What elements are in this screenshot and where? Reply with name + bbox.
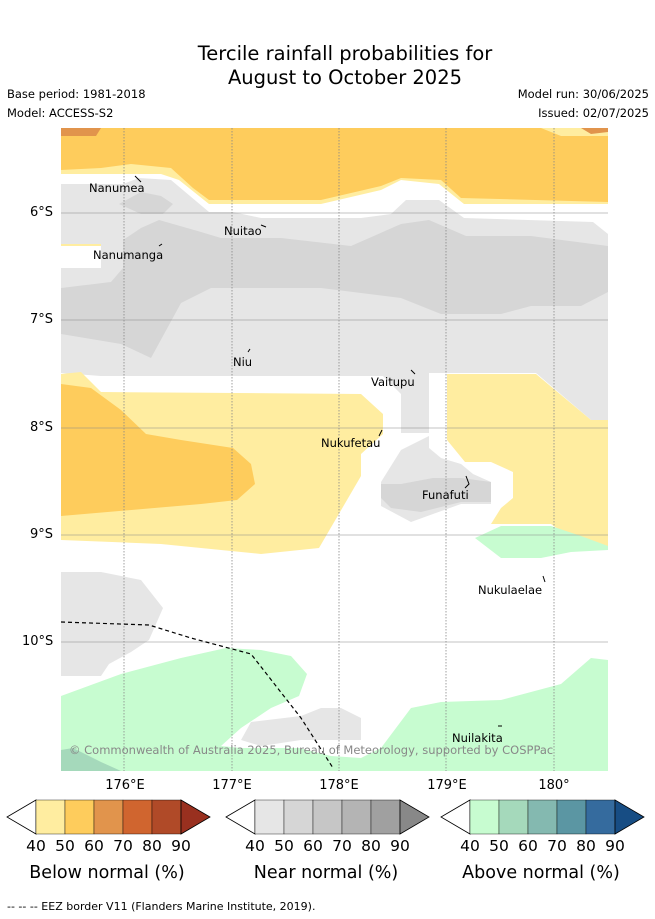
lon-label-179e: 179°E	[427, 778, 467, 793]
colorbar-above-normal-tick-label: 70	[547, 837, 567, 855]
near-normal-region-darker	[61, 220, 608, 358]
colorbar-near-normal-over-arrow	[399, 799, 430, 835]
colorbar-near-normal-segment	[370, 799, 401, 835]
colorbar-label-above-normal: Above normal (%)	[462, 863, 620, 883]
colorbar-near-normal-segment	[312, 799, 343, 835]
colorbar-above-normal-segment	[469, 799, 500, 835]
colorbar-below-normal-segment	[64, 799, 95, 835]
below-normal-region-east	[447, 374, 608, 546]
colorbar-near-normal-segment	[254, 799, 285, 835]
colorbars	[6, 799, 645, 835]
colorbar-above-normal	[440, 799, 645, 835]
model-name: Model: ACCESS-S2	[7, 106, 114, 120]
island-label-niu: Niu	[233, 355, 253, 369]
colorbar-above-normal-tick-label: 50	[489, 837, 509, 855]
eez-border-line	[61, 621, 334, 769]
near-normal-patch-funafuti-dark	[381, 478, 491, 512]
island-label-nanumea: Nanumea	[89, 181, 145, 195]
island-shapes	[134, 175, 546, 727]
above-normal-patch-50	[61, 748, 121, 771]
colorbar-above-normal-tick-label: 40	[460, 837, 480, 855]
colorbar-near-normal-segment	[283, 799, 314, 835]
lon-label-177e: 177°E	[212, 778, 252, 793]
colorbar-near-normal-tick-label: 80	[361, 837, 381, 855]
colorbar-below-normal-under-arrow	[6, 799, 37, 835]
below-normal-strip-nanumanga	[61, 244, 101, 246]
lat-label-10s: 10°S	[22, 634, 54, 649]
colorbar-below-normal-over-arrow	[180, 799, 211, 835]
colorbar-above-normal-under-arrow	[440, 799, 471, 835]
colorbar-above-normal-tick-label: 60	[518, 837, 538, 855]
copyright-notice: © Commonwealth of Australia 2025, Bureau…	[69, 743, 554, 757]
model-run-date: Model run: 30/06/2025	[517, 87, 649, 101]
island-label-nanumanga: Nanumanga	[93, 248, 164, 262]
colorbar-below-normal	[6, 799, 211, 835]
above-normal-region-east	[475, 526, 608, 558]
lat-label-6s: 6°S	[30, 205, 54, 220]
above-normal-region-south	[61, 648, 608, 771]
colorbar-above-normal-segment	[585, 799, 616, 835]
colorbar-below-normal-segment	[35, 799, 66, 835]
below-normal-region-north-50	[61, 128, 608, 202]
colorbar-near-normal-tick-label: 50	[274, 837, 294, 855]
colorbar-near-normal-segment	[341, 799, 372, 835]
colorbar-label-near-normal: Near normal (%)	[253, 863, 399, 883]
map-title-line1: Tercile rainfall probabilities for	[197, 42, 493, 65]
colorbar-above-normal-over-arrow	[614, 799, 645, 835]
map-graticule	[123, 128, 555, 771]
colorbar-below-normal-tick-label: 90	[171, 837, 191, 855]
colorbar-near-normal-tick-label: 60	[303, 837, 323, 855]
below-normal-region-west-50	[61, 384, 255, 516]
colorbar-above-normal-segment	[556, 799, 587, 835]
map-latitude-lines	[61, 212, 608, 643]
lat-label-9s: 9°S	[30, 527, 54, 542]
island-label-nuilakita: Nuilakita	[452, 731, 503, 745]
colorbar-near-normal-under-arrow	[225, 799, 256, 835]
near-normal-patch-nanumea	[119, 192, 173, 214]
lat-label-8s: 8°S	[30, 420, 54, 435]
island-label-vaitupu: Vaitupu	[371, 375, 415, 389]
eez-border-legend: -- -- -- EEZ border V11 (Flanders Marine…	[7, 900, 316, 913]
colorbar-above-normal-segment	[498, 799, 529, 835]
base-period: Base period: 1981-2018	[7, 87, 146, 101]
colorbar-below-normal-tick-label: 70	[113, 837, 133, 855]
island-label-funafuti: Funafuti	[422, 488, 469, 502]
colorbar-near-normal	[225, 799, 430, 835]
colorbar-near-normal-tick-label: 70	[332, 837, 352, 855]
colorbar-below-normal-tick-label: 50	[55, 837, 75, 855]
colorbar-above-normal-segment	[527, 799, 558, 835]
island-label-nukulaelae: Nukulaelae	[478, 583, 543, 597]
map-title-line2: August to October 2025	[227, 66, 463, 89]
lat-label-7s: 7°S	[30, 312, 54, 327]
colorbar-below-normal-segment	[151, 799, 182, 835]
colorbar-below-normal-segment	[122, 799, 153, 835]
colorbar-below-normal-tick-label: 80	[142, 837, 162, 855]
rainfall-map	[61, 128, 608, 771]
colorbar-label-below-normal: Below normal (%)	[29, 863, 185, 883]
island-label-nuitao: Nuitao	[224, 224, 262, 238]
colorbar-below-normal-segment	[93, 799, 124, 835]
issued-date: Issued: 02/07/2025	[538, 106, 649, 120]
colorbar-above-normal-tick-label: 90	[605, 837, 625, 855]
colorbar-near-normal-tick-label: 40	[245, 837, 265, 855]
lon-label-176e: 176°E	[105, 778, 145, 793]
colorbar-near-normal-tick-label: 90	[390, 837, 410, 855]
lon-label-180: 180°	[538, 778, 570, 793]
near-normal-region-south-small	[241, 708, 361, 746]
colorbar-below-normal-tick-label: 60	[84, 837, 104, 855]
colorbar-above-normal-tick-label: 80	[576, 837, 596, 855]
island-label-nukufetau: Nukufetau	[321, 436, 381, 450]
colorbar-below-normal-tick-label: 40	[26, 837, 46, 855]
lon-label-178e: 178°E	[319, 778, 359, 793]
